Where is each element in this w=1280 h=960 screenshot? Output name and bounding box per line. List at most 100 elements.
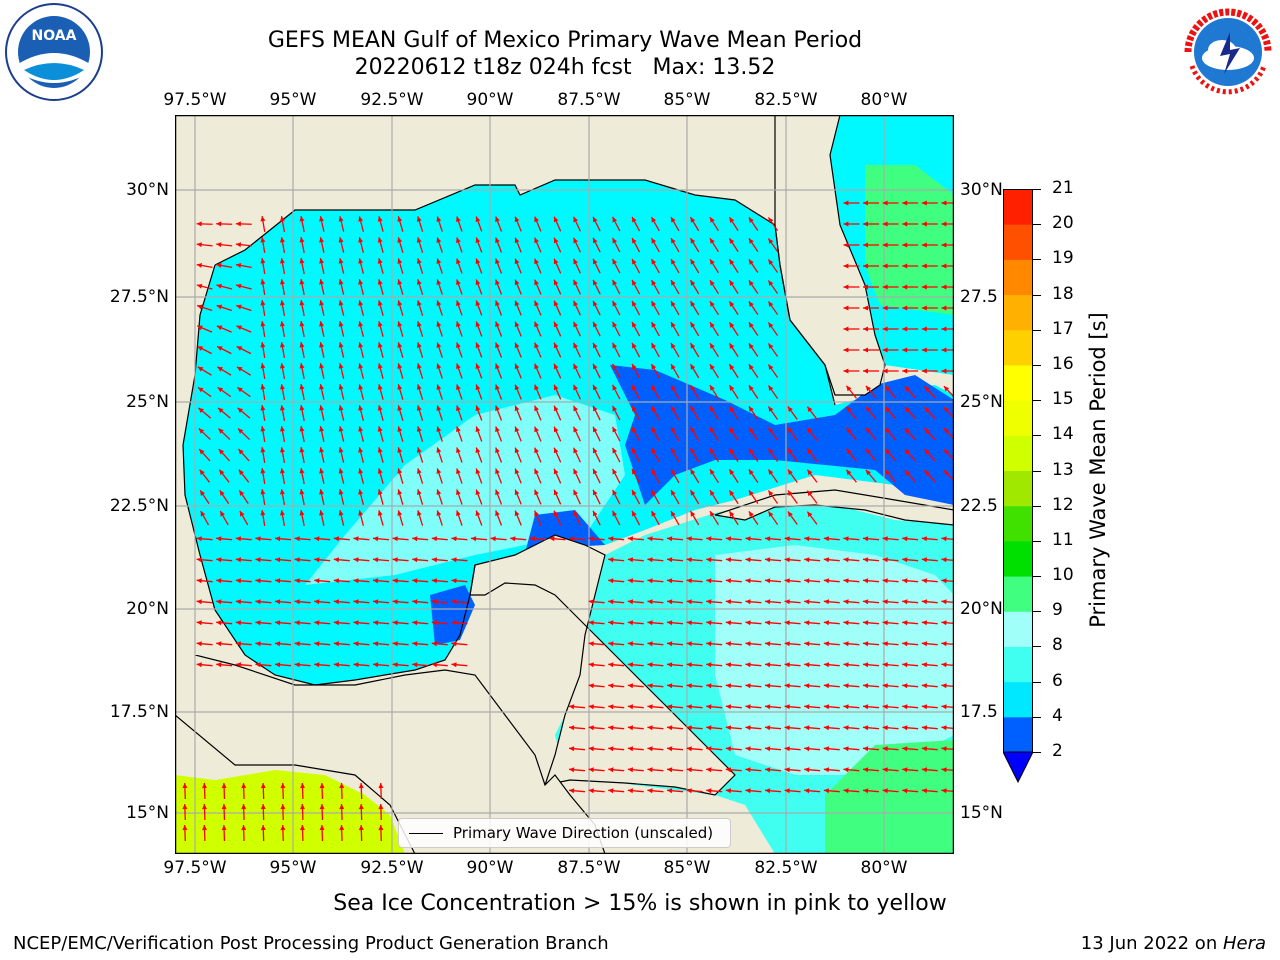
wave-arrow-head xyxy=(647,746,653,752)
wave-arrow-head xyxy=(235,242,242,248)
wave-arrow-head xyxy=(745,620,751,626)
wave-arrow-head xyxy=(843,578,849,584)
wave-arrow-head xyxy=(729,217,735,223)
wave-arrow-head xyxy=(725,704,732,710)
wave-arrow-head xyxy=(217,346,223,351)
wave-arrow-head xyxy=(358,300,364,306)
wave-arrow-head xyxy=(475,384,481,391)
wave-arrow-head xyxy=(338,300,344,306)
wave-arrow-head xyxy=(196,557,202,563)
wave-arrow-head xyxy=(902,788,908,794)
wave-arrow-head xyxy=(182,804,188,810)
wave-arrow-head xyxy=(358,321,364,327)
lat-label-right: 27.5 xyxy=(960,287,998,307)
wave-arrow-head xyxy=(748,406,754,412)
wave-arrow-head xyxy=(197,346,204,351)
wave-arrow-head xyxy=(534,321,539,328)
wave-arrow-head xyxy=(667,746,673,752)
wave-arrow-head xyxy=(882,662,888,668)
wave-arrow-head xyxy=(885,427,891,434)
wave-arrow-head xyxy=(436,510,442,516)
wave-arrow-head xyxy=(612,279,618,286)
wave-arrow-head xyxy=(397,321,403,327)
wave-arrow-head xyxy=(865,469,872,476)
wave-arrow-head xyxy=(627,641,634,647)
wave-arrow-head xyxy=(436,342,442,348)
wave-arrow-head xyxy=(612,342,618,349)
wave-arrow-head xyxy=(314,599,320,605)
colorbar-tick-label: 17 xyxy=(1052,318,1074,339)
wave-arrow-head xyxy=(843,221,849,227)
noaa-logo-text: NOAA xyxy=(32,28,77,44)
wave-arrow-head xyxy=(690,322,696,328)
wave-arrow-head xyxy=(843,620,849,626)
colorbar-tick-mark xyxy=(1033,470,1041,472)
wave-arrow-head xyxy=(456,300,461,306)
wave-arrow-head xyxy=(667,683,673,689)
wave-arrow-head xyxy=(729,469,735,475)
wave-arrow-head xyxy=(514,426,520,433)
wave-arrow-head xyxy=(748,364,754,370)
wave-arrow-head xyxy=(514,258,520,265)
colorbar-frame xyxy=(1003,189,1033,753)
wave-arrow-head xyxy=(686,725,692,731)
wave-arrow-head xyxy=(627,704,634,710)
wave-arrow-head xyxy=(475,363,481,370)
wave-arrow-head xyxy=(748,322,754,328)
colorbar-tick-label: 21 xyxy=(1052,178,1074,198)
wave-arrow-head xyxy=(943,470,950,476)
wave-arrow-head xyxy=(745,578,751,584)
wave-arrow-head xyxy=(843,200,849,206)
wave-arrow-head xyxy=(475,426,481,433)
wave-arrow-head xyxy=(377,489,383,495)
wave-arrow-head xyxy=(593,258,598,265)
wave-arrow-head xyxy=(358,405,364,411)
wave-arrow-head xyxy=(534,300,539,307)
wave-arrow-head xyxy=(196,599,202,605)
wave-arrow-head xyxy=(299,384,305,390)
wave-arrow-head xyxy=(412,662,418,668)
lon-label-top: 82.5°W xyxy=(754,90,818,110)
wave-arrow-head xyxy=(843,788,849,794)
wave-arrow-head xyxy=(768,427,774,433)
wave-arrow-head xyxy=(882,788,888,794)
wave-arrow-head xyxy=(436,258,442,264)
wave-arrow-head xyxy=(690,280,696,286)
wave-arrow-head xyxy=(671,301,676,307)
lat-label-right: 15°N xyxy=(960,803,1003,823)
wave-arrow-head xyxy=(216,304,223,310)
wave-arrow-head xyxy=(553,363,559,370)
wave-arrow-head xyxy=(804,704,810,710)
wave-arrow-head xyxy=(338,216,344,222)
wave-arrow-head xyxy=(294,662,300,668)
wave-arrow-head xyxy=(314,662,320,668)
wave-arrow-head xyxy=(260,489,266,495)
wave-arrow-head xyxy=(319,426,324,432)
pacific-water xyxy=(175,770,405,854)
wave-arrow-head xyxy=(843,305,849,311)
wave-arrow-head xyxy=(706,683,712,689)
wave-arrow-head xyxy=(237,407,244,414)
chart-subtitle: 20220612 t18z 024h fcst Max: 13.52 xyxy=(354,55,776,80)
wave-arrow-head xyxy=(885,385,891,392)
wave-arrow-head xyxy=(902,263,908,269)
wave-arrow-head xyxy=(299,405,305,411)
wave-arrow-head xyxy=(397,300,403,306)
wave-arrow-head xyxy=(529,536,536,542)
wave-arrow-head xyxy=(416,447,422,453)
wave-arrow-head xyxy=(236,325,243,331)
wave-arrow-head xyxy=(941,263,947,269)
wave-arrow-head xyxy=(377,258,383,264)
wave-arrow-head xyxy=(299,363,305,369)
wave-arrow-head xyxy=(412,599,418,605)
wave-arrow-head xyxy=(784,788,790,794)
wave-arrow-head xyxy=(392,599,398,605)
wave-arrow-head xyxy=(882,368,888,374)
wave-arrow-head xyxy=(358,825,364,831)
wave-arrow-head xyxy=(319,405,324,411)
wave-arrow-head xyxy=(397,237,403,243)
wave-arrow-head xyxy=(632,342,637,349)
wave-arrow-head xyxy=(885,469,891,476)
wave-arrow-head xyxy=(378,825,384,831)
wave-arrow-head xyxy=(686,662,692,668)
